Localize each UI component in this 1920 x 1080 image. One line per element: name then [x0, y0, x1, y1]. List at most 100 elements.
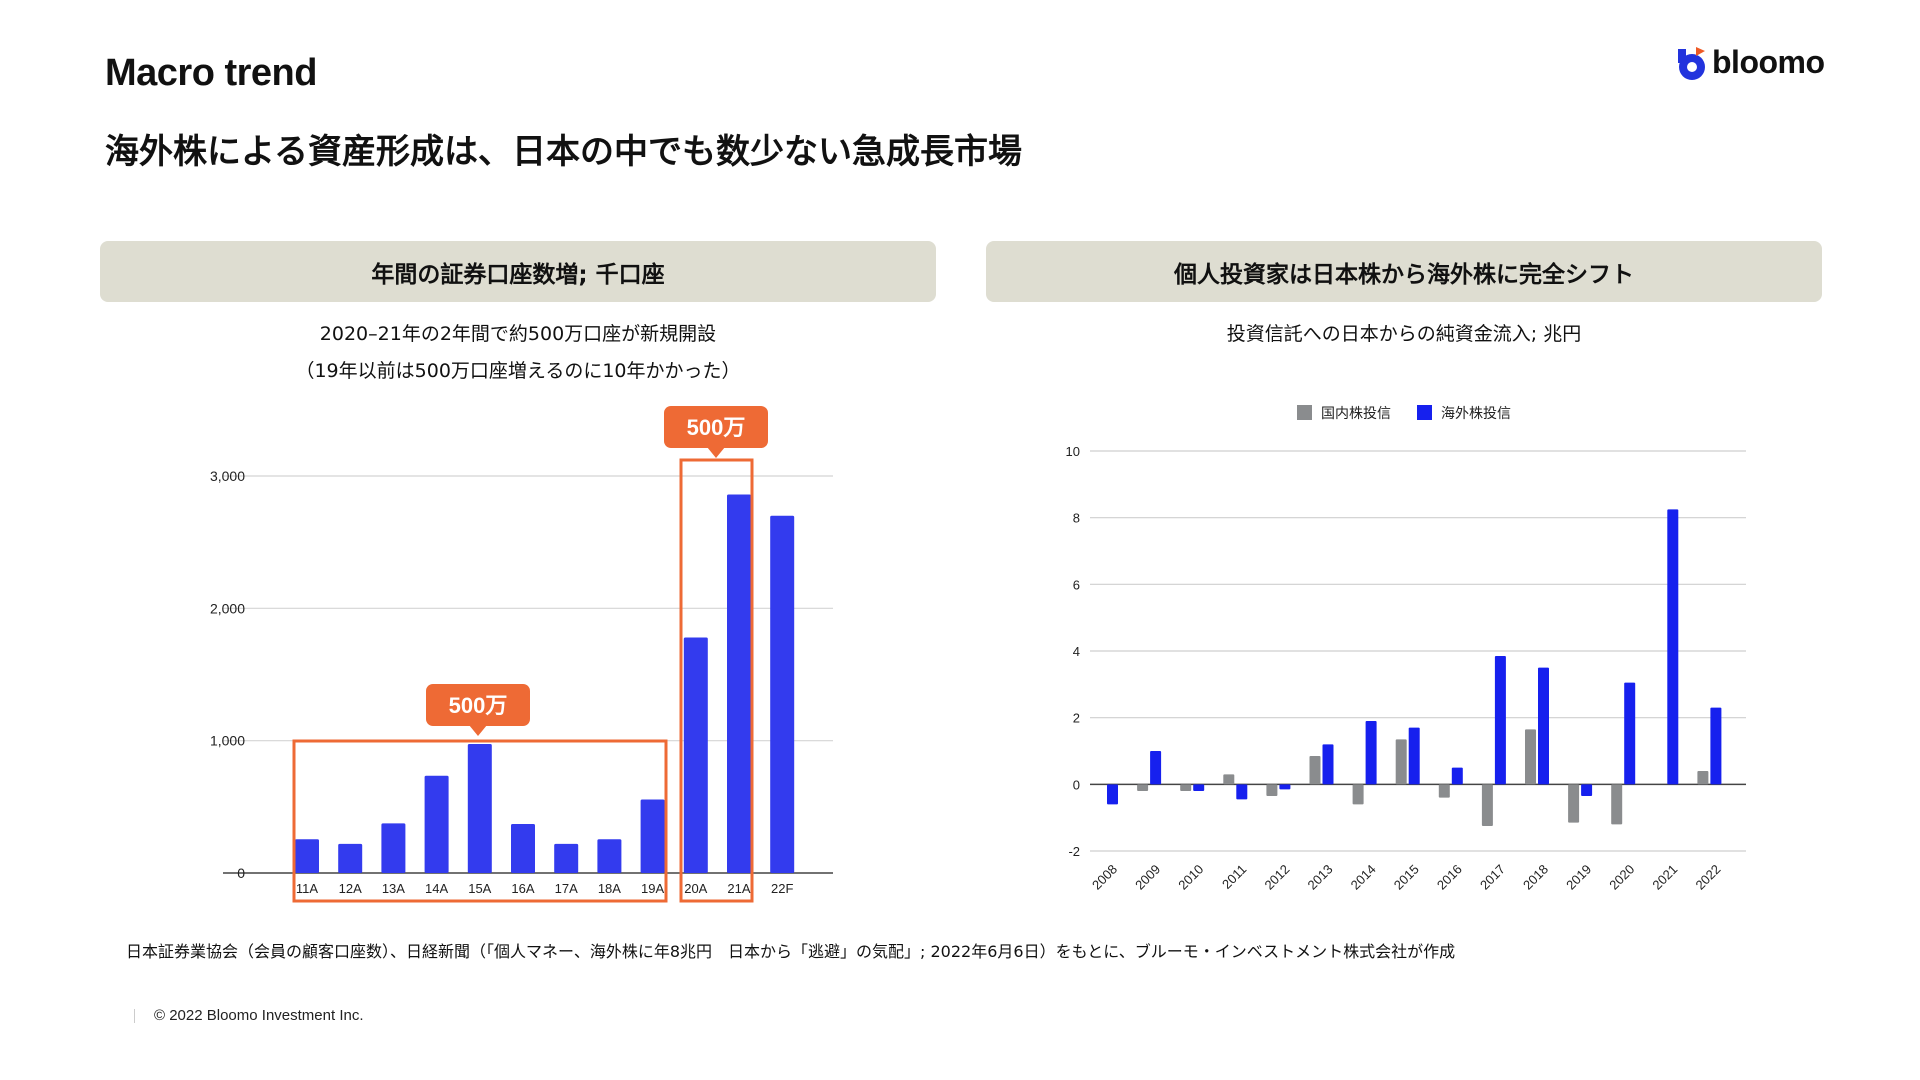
bar-2020-foreign: [1624, 682, 1636, 785]
callout-pointer: [707, 447, 725, 458]
page-subtitle: 海外株による資産形成は、日本の中でも数少ない急成長市場: [105, 132, 1022, 172]
bar-2011-foreign: [1236, 784, 1248, 800]
x-tick-label: 2010: [1175, 862, 1206, 893]
bar-21A: [727, 494, 751, 873]
x-tick-label: 13A: [382, 881, 405, 896]
logo: bloomo: [1676, 44, 1825, 81]
y-tick-label: 1,000: [210, 733, 245, 749]
right-panel-heading: 個人投資家は日本株から海外株に完全シフト: [986, 241, 1822, 302]
x-tick-label: 2021: [1649, 862, 1680, 893]
bar-2022-foreign: [1710, 707, 1722, 785]
bar-22F: [770, 515, 795, 873]
bar-14A: [424, 775, 449, 873]
y-tick-label: 2: [1073, 711, 1080, 726]
bar-2010-foreign: [1193, 784, 1205, 791]
x-tick-label: 2008: [1089, 862, 1120, 893]
y-tick-label: 2,000: [210, 600, 245, 616]
callout-label: 500万: [687, 415, 746, 440]
x-tick-label: 2013: [1305, 862, 1336, 893]
x-tick-label: 2009: [1132, 862, 1163, 893]
x-tick-label: 18A: [598, 881, 621, 896]
y-tick-label: 0: [237, 865, 245, 881]
callout-badge: [664, 406, 768, 448]
x-tick-label: 16A: [511, 881, 534, 896]
right-caption: 投資信託への日本からの純資金流入; 兆円: [1226, 323, 1582, 345]
legend-swatch-domestic: [1297, 405, 1312, 420]
bloomo-logo-icon: [1678, 46, 1705, 80]
callout-pointer: [469, 725, 487, 736]
y-tick-label: 6: [1073, 577, 1080, 592]
bar-2009-domestic: [1137, 784, 1149, 791]
x-tick-label: 2017: [1477, 862, 1508, 893]
left-caption-line2: （19年以前は500万口座増えるのに10年かかった）: [295, 360, 741, 382]
y-tick-label: -2: [1068, 844, 1080, 859]
bar-2018-domestic: [1525, 729, 1536, 785]
y-tick-label: 4: [1073, 644, 1080, 659]
bar-2015-domestic: [1395, 739, 1407, 785]
left-panel-heading: 年間の証券口座数増; 千口座: [100, 241, 936, 302]
x-tick-label: 19A: [641, 881, 664, 896]
y-tick-label: 0: [1073, 777, 1080, 792]
legend-label: 国内株投信: [1321, 405, 1391, 421]
bar-15A: [467, 743, 492, 873]
y-tick-label: 10: [1066, 444, 1080, 459]
x-tick-label: 12A: [339, 881, 362, 896]
bar-2013-domestic: [1309, 756, 1321, 785]
bar-2020-domestic: [1611, 784, 1623, 825]
x-tick-label: 21A: [727, 881, 750, 896]
bar-19A: [640, 799, 665, 873]
bar-2014-foreign: [1365, 721, 1377, 785]
account-growth-chart: 0 1,000 2,000 3,000 11A 12A 13A 14A 15A 16A 17A 18A…: [210, 406, 833, 903]
bar-17A: [554, 843, 579, 873]
bar-2008-foreign: [1107, 784, 1118, 805]
logo-text: bloomo: [1712, 44, 1825, 80]
bar-2015-foreign: [1408, 727, 1420, 785]
x-tick-label: 2019: [1563, 862, 1594, 893]
legend-label: 海外株投信: [1441, 405, 1511, 421]
highlight-box-2011-2019: [292, 739, 668, 903]
bar-13A: [381, 823, 406, 873]
bar-2009-foreign: [1150, 751, 1162, 785]
bar-2010-domestic: [1180, 784, 1192, 791]
fund-inflow-chart: -2 0 2 4 6 8 10 2008 2009 2010 2011 2012 2013 2014 201…: [1066, 405, 1746, 893]
bar-2012-domestic: [1266, 784, 1278, 796]
x-tick-label: 2015: [1391, 862, 1422, 893]
x-tick-label: 22F: [771, 881, 793, 896]
bar-11A: [295, 839, 319, 873]
x-tick-label: 14A: [425, 881, 448, 896]
bar-2016-domestic: [1438, 784, 1450, 798]
bar-2012-foreign: [1279, 784, 1291, 790]
callout-label: 500万: [449, 693, 508, 718]
bar-18A: [597, 839, 622, 873]
bar-20A: [683, 637, 708, 873]
bar-2014-domestic: [1352, 784, 1364, 805]
x-tick-label: 2011: [1219, 862, 1249, 892]
bar-12A: [338, 843, 363, 873]
x-tick-label: 2014: [1348, 862, 1379, 893]
bar-2019-foreign: [1581, 784, 1593, 796]
copyright: © 2022 Bloomo Investment Inc.: [154, 1007, 364, 1024]
y-tick-label: 8: [1073, 511, 1080, 526]
source-note: 日本証券業協会（会員の顧客口座数）、日経新聞（「個人マネー、海外株に年8兆円 日…: [126, 942, 1456, 961]
bar-2022-domestic: [1697, 771, 1709, 785]
bar-2021-foreign: [1667, 509, 1679, 785]
bar-2013-foreign: [1322, 744, 1334, 785]
bar-2011-domestic: [1223, 774, 1235, 785]
bar-2016-foreign: [1451, 767, 1463, 785]
bar-2018-foreign: [1538, 667, 1549, 785]
bar-2017-domestic: [1481, 784, 1493, 826]
bar-2017-foreign: [1494, 656, 1506, 785]
callout-badge: [426, 684, 530, 726]
y-tick-label: 3,000: [210, 468, 245, 484]
x-tick-label: 2016: [1434, 862, 1465, 893]
x-tick-label: 2020: [1606, 862, 1637, 893]
x-tick-label: 2018: [1520, 862, 1551, 893]
x-tick-label: 2012: [1261, 862, 1292, 893]
x-tick-label: 2022: [1692, 862, 1723, 893]
footer-divider: [134, 1009, 135, 1023]
bar-16A: [511, 824, 535, 873]
left-caption-line1: 2020–21年の2年間で約500万口座が新規開設: [319, 323, 717, 345]
x-tick-label: 15A: [468, 881, 491, 896]
x-tick-label: 11A: [296, 881, 318, 896]
legend-swatch-foreign: [1417, 405, 1432, 420]
